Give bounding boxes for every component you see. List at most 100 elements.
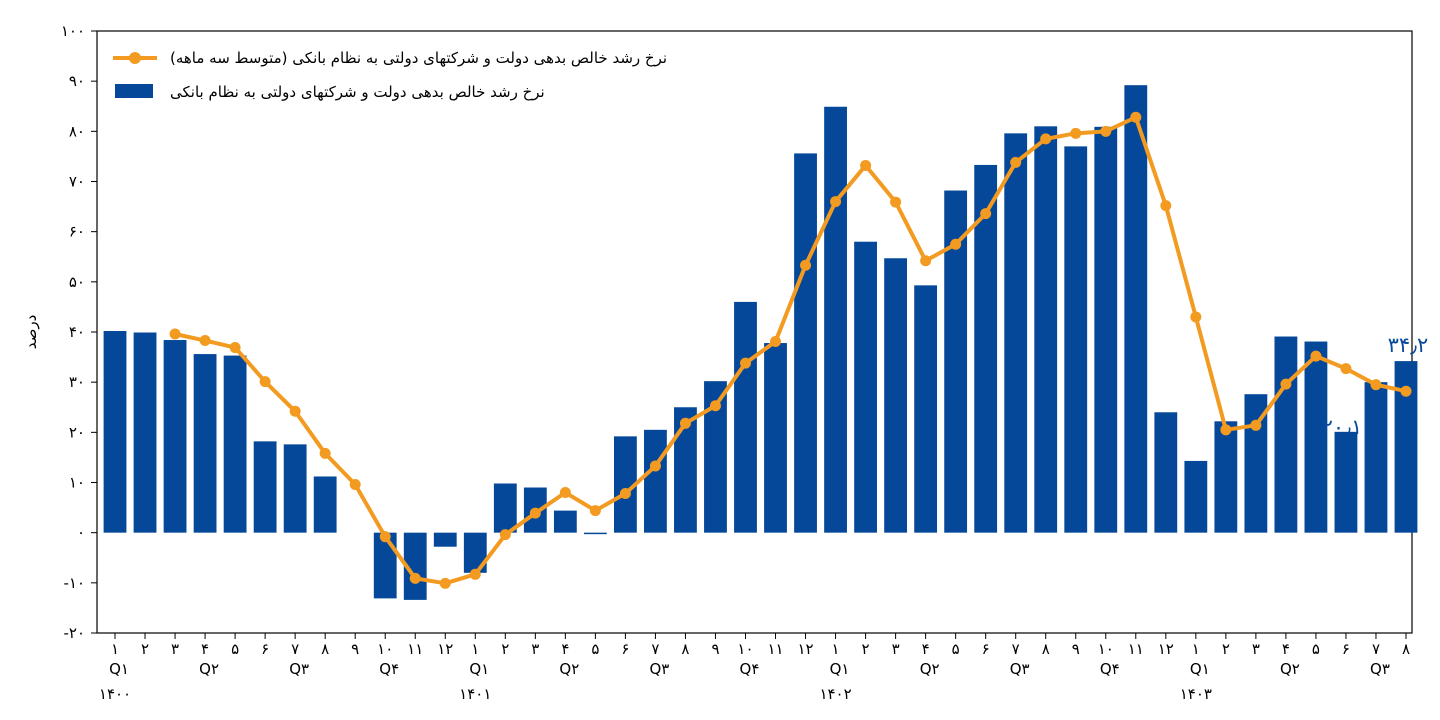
x-tick-label: ۱۱ (767, 640, 783, 658)
bar (1334, 431, 1358, 533)
data-label: ۲۰٫۱ (1322, 415, 1363, 439)
y-tick-label: ۵۰ (69, 273, 85, 291)
line-point (1100, 125, 1112, 137)
bar (193, 354, 217, 533)
x-quarter-label: Q۳ (1370, 660, 1390, 678)
line-path (174, 115, 1407, 586)
line-point (1010, 156, 1022, 168)
x-tick-label: ۷ (651, 640, 659, 658)
x-tick-label: ۵ (231, 640, 239, 658)
line-point (679, 417, 691, 429)
x-tick-label: ۸ (1402, 640, 1410, 658)
bar (403, 532, 427, 600)
line-point (469, 568, 481, 580)
x-tick-label: ۴ (561, 640, 569, 658)
x-tick-label: ۳ (892, 640, 900, 658)
line-point (1250, 419, 1262, 431)
x-tick-label: ۱۰ (1098, 640, 1114, 658)
line-point (649, 460, 661, 472)
x-quarter-label: Q۳ (1010, 660, 1030, 678)
bar (1394, 361, 1418, 533)
line-point (1070, 127, 1082, 139)
x-quarter-label: Q۲ (199, 660, 219, 678)
bar (644, 429, 667, 533)
line-point (950, 238, 962, 250)
x-quarter-label: Q۳ (289, 660, 309, 678)
x-tick-label: ۱۲ (797, 640, 813, 658)
x-tick-label: ۶ (621, 640, 629, 658)
bar (463, 532, 487, 573)
x-quarter-label: Q۳ (649, 660, 669, 678)
x-tick-label: ۳ (1252, 640, 1260, 658)
bar (133, 332, 157, 533)
line-point (529, 507, 541, 519)
x-tick-label: ۱۰ (737, 640, 753, 658)
line-point (259, 376, 271, 388)
line-point (1040, 133, 1052, 145)
x-tick-label: ۸ (681, 640, 689, 658)
bar (433, 532, 457, 547)
x-tick-label: ۱۲ (1158, 640, 1174, 658)
x-tick-label: ۳ (531, 640, 539, 658)
bar (283, 444, 307, 533)
x-quarter-label: Q۱ (469, 660, 489, 678)
x-year-label: ۱۴۰۳ (1180, 685, 1212, 703)
x-quarter-label: Q۴ (740, 660, 760, 678)
line-point (169, 328, 181, 340)
y-tick-label: ۱۰ (69, 474, 85, 492)
y-axis: -۲۰ -۱۰ ۰ ۱۰ ۲۰ ۳۰ ۴۰ ۵۰ ۶۰ ۷۰ ۸۰ ۹۰ ۱۰۰ (61, 22, 97, 642)
line-point (499, 529, 511, 541)
y-tick-label: ۹۰ (69, 72, 85, 90)
x-tick-label: ۲ (862, 640, 870, 658)
x-quarter-label: Q۴ (379, 660, 399, 678)
bar (824, 106, 847, 533)
x-tick-label: ۱ (111, 640, 119, 658)
x-quarter-label: Q۴ (1100, 660, 1120, 678)
x-tick-label: ۴ (201, 640, 209, 658)
y-tick-label: ۸۰ (69, 122, 85, 140)
line-point (920, 255, 932, 267)
x-tick-label: ۱۱ (407, 640, 423, 658)
y-tick-label: -۲۰ (63, 624, 85, 642)
bar (313, 476, 337, 533)
x-tick-label: ۵ (1312, 640, 1320, 658)
bar (1094, 126, 1118, 533)
x-tick-label: ۵ (952, 640, 960, 658)
y-tick-label: ۱۰۰ (61, 22, 85, 40)
legend-label-line: نرخ رشد خالص بدهی دولت و شرکتهای دولتی ب… (170, 49, 667, 67)
x-tick-label: ۹ (711, 640, 719, 658)
line-point (229, 342, 241, 354)
bar (974, 164, 998, 533)
legend: نرخ رشد خالص بدهی دولت و شرکتهای دولتی ب… (113, 49, 667, 101)
legend-bar-swatch (115, 84, 153, 98)
line-point (1160, 200, 1172, 212)
bar (1274, 336, 1298, 533)
bar (373, 532, 397, 599)
line-point (830, 196, 842, 208)
bar (1034, 126, 1058, 533)
line-point (589, 505, 601, 517)
bar (1064, 146, 1088, 533)
x-tick-label: ۷ (1372, 640, 1380, 658)
bar (1244, 394, 1268, 533)
data-label: ۳۴٫۲ (1388, 333, 1429, 357)
bar (944, 190, 968, 533)
bar (1004, 133, 1028, 533)
bar (1364, 382, 1388, 533)
x-tick-label: ۹ (351, 640, 359, 658)
bar (1124, 85, 1148, 533)
line-point (1130, 111, 1142, 123)
bar (493, 483, 517, 533)
x-year-label: ۱۴۰۱ (459, 685, 491, 703)
x-tick-label: ۲ (501, 640, 509, 658)
line-point (1280, 378, 1292, 390)
x-tick-label: ۷ (291, 640, 299, 658)
y-tick-label: ۷۰ (69, 173, 85, 191)
line-point (1340, 363, 1352, 375)
x-axis: ۱ ۲ ۳ ۴ ۵ ۶ ۷ ۸ ۹ ۱۰ ۱۱ ۱۲ ۱ ۲ ۳ ۴ ۵ ۶ ۷ ۸ ۹ ۱۰ ۱۱ ۱۲ ۱ ۲ ۳ ۴ ۵ ۶ ۷ ۸ ۹ ۱… (99, 633, 1410, 703)
bar (253, 441, 277, 533)
bar (613, 436, 637, 533)
bar (1184, 460, 1208, 533)
line-point (739, 357, 751, 369)
